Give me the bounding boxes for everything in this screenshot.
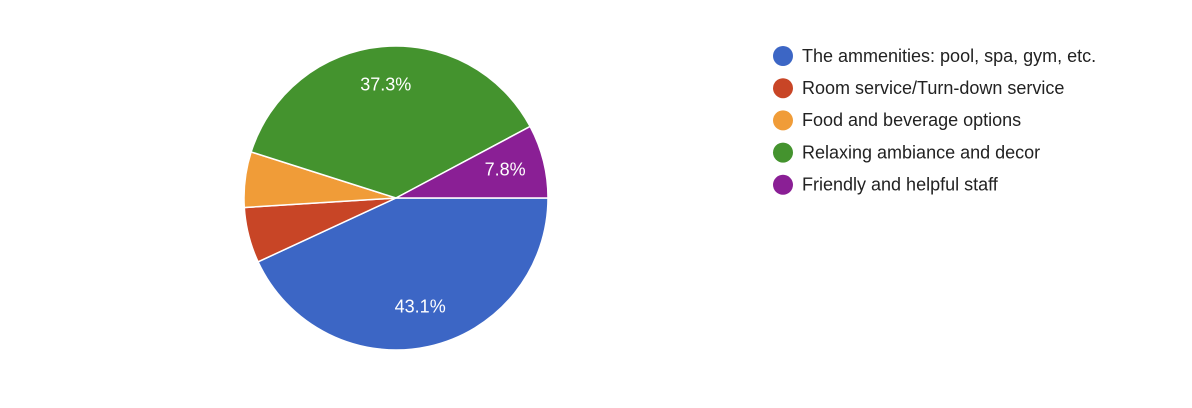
- slice-label: 43.1%: [395, 297, 446, 317]
- pie-slice: [257, 197, 549, 351]
- legend-label: The ammenities: pool, spa, gym, etc.: [802, 46, 1096, 66]
- pie-slice: [395, 125, 549, 199]
- legend-swatch: [773, 46, 793, 66]
- legend-label: Room service/Turn-down service: [802, 78, 1064, 98]
- slice-label: 7.8%: [485, 159, 526, 179]
- legend-swatch: [773, 174, 793, 195]
- legend-label: Food and beverage options: [802, 110, 1021, 130]
- legend-label: Friendly and helpful staff: [802, 175, 999, 195]
- pie-slice: [250, 45, 532, 199]
- slice-label: 37.3%: [360, 75, 411, 95]
- legend-label: Relaxing ambiance and decor: [802, 142, 1040, 162]
- legend-swatch: [773, 142, 793, 163]
- legend-swatch: [773, 78, 793, 99]
- legend-swatch: [773, 110, 793, 131]
